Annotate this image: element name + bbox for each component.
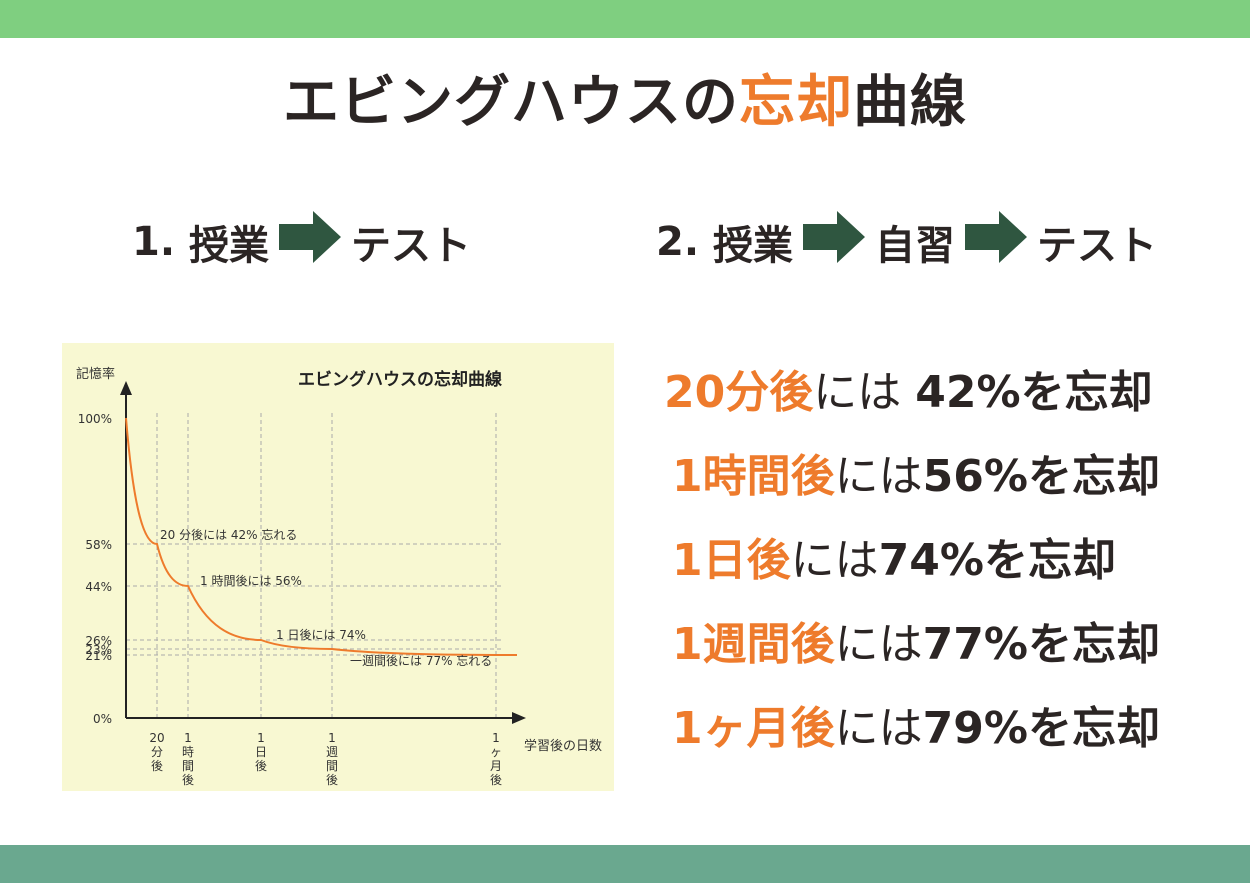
x-tick-label: 後 [151, 759, 163, 773]
curve-annotation: 1 日後には 74% [276, 628, 366, 642]
y-axis-arrow-icon [120, 381, 132, 395]
y-axis-label: 記憶率 [76, 366, 115, 382]
right-arrow-icon [964, 211, 1027, 273]
flow-2: 2. 授業 自習 テスト [656, 211, 1157, 273]
x-tick-label: 日 [255, 745, 267, 759]
x-tick-label: 1 [184, 731, 192, 745]
x-axis-arrow-icon [512, 712, 526, 724]
curve-annotation: 20 分後には 42% 忘れる [160, 527, 297, 542]
fact-item: 1ヶ月後には79%を忘却 [672, 703, 1160, 754]
forgetting-curve-chart: 100% 58% 44% 26% 23% 21% 0% 記憶率学習後の日数 エビングハウスの忘却… [62, 343, 614, 791]
flow-1-number: 1. [132, 219, 176, 265]
flow-2-self-study: 自習 [874, 223, 955, 269]
y-tick-label: 21% [85, 649, 112, 663]
x-axis-label: 学習後の日数 [524, 738, 602, 754]
flow-2-test: テスト [1036, 223, 1157, 269]
bottom-band [0, 845, 1250, 883]
x-tick-label: 時 [182, 745, 194, 759]
x-tick-label: 20 [149, 731, 164, 745]
fact-item: 1週間後には77%を忘却 [672, 619, 1160, 670]
x-tick-label: 1 [328, 731, 336, 745]
curve-annotation: 1 時間後には 56% [200, 574, 302, 588]
x-tick-label: 間 [326, 759, 338, 773]
fact-item: 20分後には 42%を忘却 [664, 367, 1153, 418]
x-tick-label: 月 [490, 759, 502, 773]
curve-annotation: 一週間後には 77% 忘れる [350, 653, 492, 668]
y-tick-label: 58% [85, 538, 112, 552]
x-tick-label: 週 [326, 745, 338, 759]
flow-1-test: テスト [350, 223, 471, 269]
x-tick-label: 後 [490, 773, 502, 787]
x-tick-label: 1 [257, 731, 265, 745]
y-tick-label: 44% [85, 580, 112, 594]
x-tick-label: 後 [182, 773, 194, 787]
y-tick-label: 100% [78, 412, 112, 426]
x-tick-label: 分 [151, 745, 163, 759]
fact-item: 1時間後には56%を忘却 [672, 451, 1160, 502]
page-title: エビングハウスの忘却曲線 [283, 70, 967, 135]
right-arrow-icon [278, 211, 341, 273]
x-tick-label: 後 [326, 773, 338, 787]
fact-item: 1日後には74%を忘却 [672, 535, 1116, 586]
flow-1: 1. 授業 テスト [132, 211, 471, 273]
y-tick-label: 0% [93, 712, 112, 726]
y-tick-label: 26% [85, 634, 112, 648]
right-arrow-icon [802, 211, 865, 273]
title-accent: 忘却 [739, 70, 853, 135]
x-tick-label: ヶ [490, 745, 502, 759]
flow-2-number: 2. [656, 219, 700, 265]
flow-1-class: 授業 [188, 223, 269, 269]
chart-title: エビングハウスの忘却曲線 [298, 369, 502, 390]
flow-2-class: 授業 [712, 223, 793, 269]
x-tick-label: 1 [492, 731, 500, 745]
facts-list: 20分後には 42%を忘却 1時間後には56%を忘却 1日後には74%を忘却 1… [664, 362, 1224, 782]
x-tick-label: 間 [182, 759, 194, 773]
y-tick-label: 23% [85, 643, 112, 657]
top-band [0, 0, 1250, 38]
forgetting-curve-line [125, 417, 517, 656]
x-tick-label: 後 [255, 759, 267, 773]
